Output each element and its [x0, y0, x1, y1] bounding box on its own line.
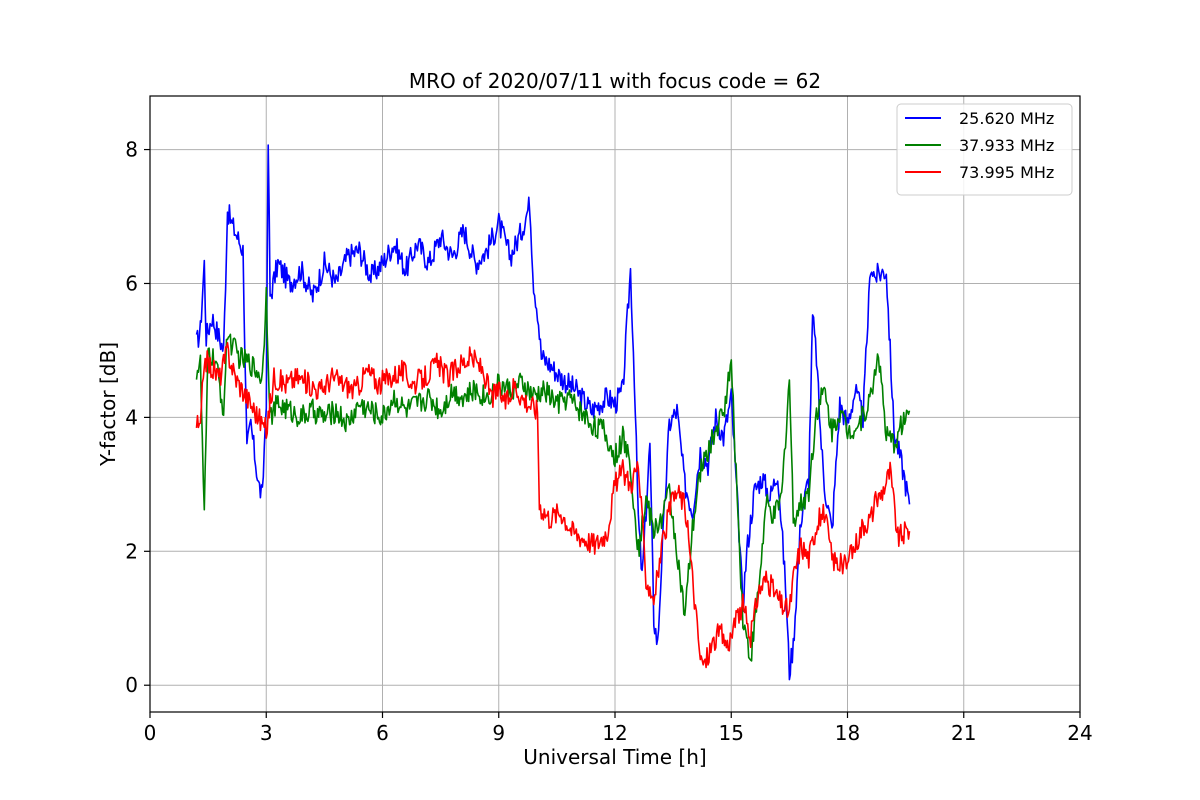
series-line-2 — [195, 286, 911, 662]
x-tick-label: 24 — [1067, 721, 1092, 745]
x-tick-label: 21 — [951, 721, 976, 745]
x-tick-label: 9 — [492, 721, 505, 745]
x-tick-label: 3 — [260, 721, 273, 745]
y-tick-label: 2 — [125, 539, 138, 563]
y-tick-label: 6 — [125, 271, 138, 295]
x-tick-label: 6 — [376, 721, 389, 745]
series-line-3 — [195, 341, 911, 669]
y-axis-label: Y-factor [dB] — [96, 342, 120, 467]
y-tick-label: 4 — [125, 405, 138, 429]
y-tick-label: 8 — [125, 138, 138, 162]
legend-label: 37.933 MHz — [959, 136, 1054, 155]
x-tick-label: 12 — [602, 721, 627, 745]
chart-title: MRO of 2020/07/11 with focus code = 62 — [409, 69, 821, 93]
legend-label: 25.620 MHz — [959, 109, 1054, 128]
y-axis-ticks: 0 2 4 6 8 — [125, 138, 150, 697]
legend-label: 73.995 MHz — [959, 163, 1054, 182]
x-tick-label: 15 — [719, 721, 744, 745]
series-line-1 — [195, 144, 911, 681]
x-tick-label: 0 — [144, 721, 157, 745]
x-axis-label: Universal Time [h] — [523, 745, 706, 769]
legend: 25.620 MHz 37.933 MHz 73.995 MHz — [896, 103, 1073, 196]
y-tick-label: 0 — [125, 673, 138, 697]
series-lines — [195, 144, 911, 681]
x-tick-label: 18 — [835, 721, 860, 745]
x-axis-ticks: 0 3 6 9 12 15 18 21 24 — [144, 712, 1093, 745]
